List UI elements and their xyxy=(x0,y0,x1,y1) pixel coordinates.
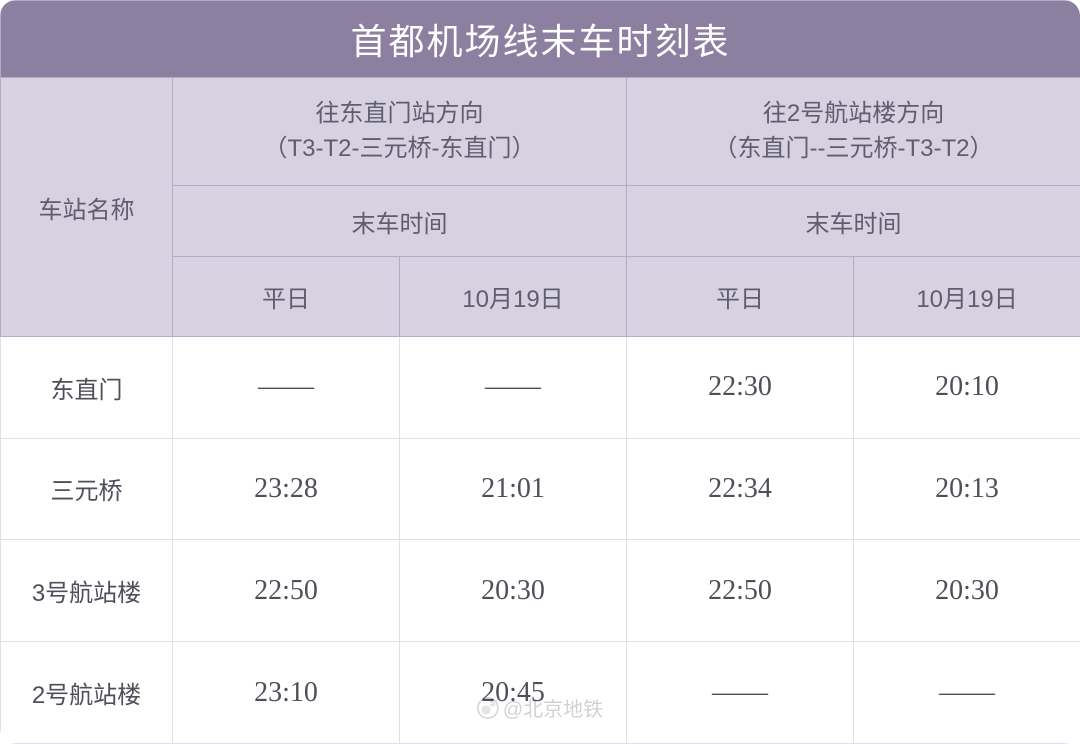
time-cell: 20:30 xyxy=(854,540,1080,642)
direction-0-sub: 末车时间 xyxy=(173,186,627,257)
direction-0-line2: （T3-T2-三元桥-东直门） xyxy=(174,132,625,167)
table-row: 东直门 —— —— 22:30 20:10 xyxy=(1,336,1080,438)
col-label-1: 10月19日 xyxy=(400,257,627,336)
time-cell: 20:45 xyxy=(400,642,627,744)
table-title: 首都机场线末车时刻表 xyxy=(1,1,1080,78)
direction-0-line1: 往东直门站方向 xyxy=(174,97,625,132)
time-cell: 22:34 xyxy=(627,438,854,540)
time-cell: 22:50 xyxy=(627,540,854,642)
station-name: 2号航站楼 xyxy=(1,642,173,744)
time-cell: 23:10 xyxy=(173,642,400,744)
time-cell: 20:13 xyxy=(854,438,1080,540)
station-name: 三元桥 xyxy=(1,438,173,540)
title-row: 首都机场线末车时刻表 xyxy=(1,1,1080,78)
table-row: 3号航站楼 22:50 20:30 22:50 20:30 xyxy=(1,540,1080,642)
time-cell: 22:30 xyxy=(627,336,854,438)
time-cell: 22:50 xyxy=(173,540,400,642)
direction-1-sub: 末车时间 xyxy=(627,186,1080,257)
station-header: 车站名称 xyxy=(1,78,173,336)
direction-1-line1: 往2号航站楼方向 xyxy=(628,97,1079,132)
timetable-container: 首都机场线末车时刻表 车站名称 往东直门站方向 （T3-T2-三元桥-东直门） … xyxy=(0,0,1080,744)
station-name: 东直门 xyxy=(1,336,173,438)
direction-1-line2: （东直门--三元桥-T3-T2） xyxy=(628,132,1079,167)
col-label-3: 10月19日 xyxy=(854,257,1080,336)
time-cell: 20:30 xyxy=(400,540,627,642)
time-cell: —— xyxy=(173,336,400,438)
col-label-0: 平日 xyxy=(173,257,400,336)
direction-0-header: 往东直门站方向 （T3-T2-三元桥-东直门） xyxy=(173,78,627,186)
col-label-2: 平日 xyxy=(627,257,854,336)
station-name: 3号航站楼 xyxy=(1,540,173,642)
time-cell: 21:01 xyxy=(400,438,627,540)
table-row: 三元桥 23:28 21:01 22:34 20:13 xyxy=(1,438,1080,540)
time-cell: —— xyxy=(627,642,854,744)
timetable: 首都机场线末车时刻表 车站名称 往东直门站方向 （T3-T2-三元桥-东直门） … xyxy=(0,0,1080,744)
time-cell: —— xyxy=(854,642,1080,744)
direction-row: 车站名称 往东直门站方向 （T3-T2-三元桥-东直门） 往2号航站楼方向 （东… xyxy=(1,78,1080,186)
time-cell: 20:10 xyxy=(854,336,1080,438)
time-cell: 23:28 xyxy=(173,438,400,540)
time-cell: —— xyxy=(400,336,627,438)
table-row: 2号航站楼 23:10 20:45 —— —— xyxy=(1,642,1080,744)
direction-1-header: 往2号航站楼方向 （东直门--三元桥-T3-T2） xyxy=(627,78,1080,186)
